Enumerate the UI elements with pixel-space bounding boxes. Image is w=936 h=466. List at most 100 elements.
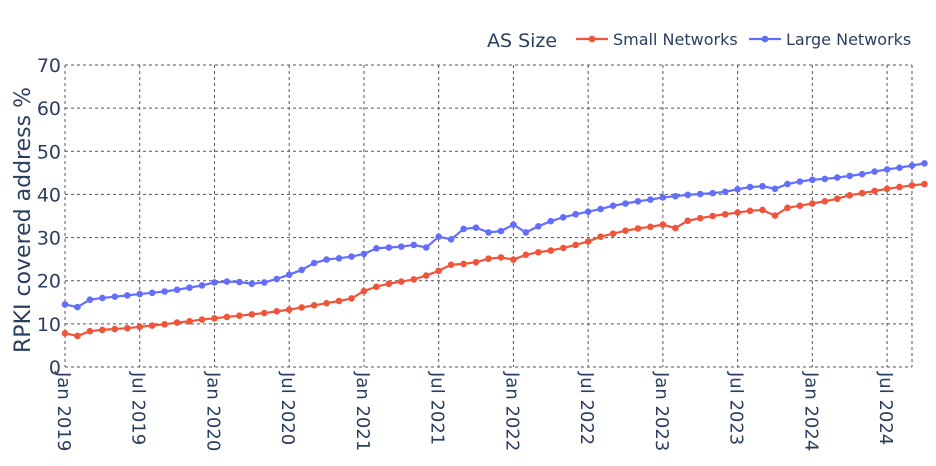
data-point[interactable]	[385, 244, 393, 251]
data-point[interactable]	[211, 279, 218, 286]
data-point[interactable]	[211, 314, 218, 322]
data-point[interactable]	[684, 191, 692, 199]
data-point[interactable]	[310, 302, 318, 309]
data-point[interactable]	[497, 227, 505, 235]
data-point[interactable]	[285, 271, 293, 278]
data-point[interactable]	[298, 304, 305, 311]
data-point[interactable]	[584, 208, 592, 215]
data-point[interactable]	[186, 284, 193, 291]
data-point[interactable]	[422, 272, 430, 279]
data-point[interactable]	[236, 278, 243, 286]
data-point[interactable]	[858, 189, 866, 197]
data-point[interactable]	[559, 244, 567, 252]
data-point[interactable]	[223, 313, 231, 321]
data-point[interactable]	[547, 247, 555, 254]
data-point[interactable]	[74, 303, 81, 311]
data-point[interactable]	[136, 323, 144, 331]
data-point[interactable]	[597, 205, 604, 213]
data-point[interactable]	[335, 297, 343, 305]
data-point[interactable]	[796, 202, 804, 209]
data-point[interactable]	[186, 317, 193, 325]
data-point[interactable]	[759, 206, 766, 214]
legend[interactable]: AS Size Small Networks Large Networks	[487, 30, 911, 52]
data-point[interactable]	[510, 256, 517, 263]
data-point[interactable]	[572, 210, 579, 218]
data-point[interactable]	[198, 316, 206, 323]
data-point[interactable]	[846, 172, 854, 180]
data-point[interactable]	[833, 174, 841, 181]
data-point[interactable]	[796, 178, 804, 185]
data-point[interactable]	[373, 245, 380, 252]
data-point[interactable]	[771, 185, 779, 193]
data-point[interactable]	[360, 287, 368, 295]
data-point[interactable]	[535, 248, 542, 256]
data-point[interactable]	[858, 170, 866, 178]
data-point[interactable]	[111, 325, 119, 333]
data-point[interactable]	[398, 243, 405, 250]
data-point[interactable]	[86, 327, 94, 335]
data-point[interactable]	[236, 312, 243, 319]
data-point[interactable]	[447, 261, 455, 269]
data-point[interactable]	[921, 180, 928, 188]
data-point[interactable]	[659, 221, 667, 228]
data-point[interactable]	[435, 233, 442, 241]
data-point[interactable]	[883, 166, 891, 173]
data-point[interactable]	[323, 256, 330, 263]
data-point[interactable]	[99, 326, 106, 334]
data-point[interactable]	[647, 223, 654, 231]
data-point[interactable]	[460, 260, 467, 268]
data-point[interactable]	[472, 224, 480, 231]
data-point[interactable]	[447, 236, 455, 243]
data-point[interactable]	[248, 311, 256, 318]
data-point[interactable]	[373, 283, 380, 291]
data-point[interactable]	[335, 254, 343, 262]
data-point[interactable]	[746, 183, 754, 191]
data-point[interactable]	[908, 162, 916, 169]
data-point[interactable]	[410, 241, 418, 249]
data-point[interactable]	[709, 212, 717, 220]
data-point[interactable]	[572, 241, 579, 249]
data-point[interactable]	[908, 182, 916, 189]
data-point[interactable]	[173, 286, 181, 294]
data-point[interactable]	[472, 258, 480, 266]
data-point[interactable]	[435, 267, 442, 275]
data-point[interactable]	[136, 290, 144, 298]
data-point[interactable]	[123, 292, 131, 299]
data-point[interactable]	[784, 204, 791, 212]
data-point[interactable]	[883, 185, 891, 193]
data-point[interactable]	[111, 293, 119, 300]
data-point[interactable]	[597, 233, 604, 241]
data-point[interactable]	[161, 320, 168, 328]
data-point[interactable]	[709, 189, 717, 197]
data-point[interactable]	[896, 183, 903, 191]
data-point[interactable]	[273, 308, 281, 315]
data-point[interactable]	[510, 221, 517, 228]
data-point[interactable]	[248, 280, 256, 288]
data-point[interactable]	[148, 289, 156, 297]
data-point[interactable]	[672, 224, 679, 232]
data-point[interactable]	[260, 279, 268, 286]
data-point[interactable]	[622, 227, 629, 234]
data-point[interactable]	[410, 276, 418, 283]
data-point[interactable]	[61, 301, 69, 308]
legend-item-large-networks[interactable]: Large Networks	[749, 30, 911, 49]
data-point[interactable]	[809, 200, 816, 207]
data-point[interactable]	[809, 176, 816, 184]
data-point[interactable]	[684, 217, 692, 225]
data-point[interactable]	[821, 175, 829, 183]
data-point[interactable]	[173, 319, 181, 326]
data-point[interactable]	[323, 299, 330, 307]
data-point[interactable]	[310, 259, 318, 267]
data-point[interactable]	[759, 182, 766, 190]
data-point[interactable]	[871, 187, 878, 195]
data-point[interactable]	[99, 294, 106, 302]
data-point[interactable]	[123, 324, 131, 332]
data-point[interactable]	[547, 217, 555, 225]
data-point[interactable]	[771, 212, 779, 219]
data-point[interactable]	[634, 225, 642, 232]
data-point[interactable]	[634, 198, 642, 205]
data-point[interactable]	[148, 322, 156, 329]
data-point[interactable]	[161, 288, 168, 295]
data-point[interactable]	[460, 225, 467, 233]
data-point[interactable]	[86, 296, 94, 304]
